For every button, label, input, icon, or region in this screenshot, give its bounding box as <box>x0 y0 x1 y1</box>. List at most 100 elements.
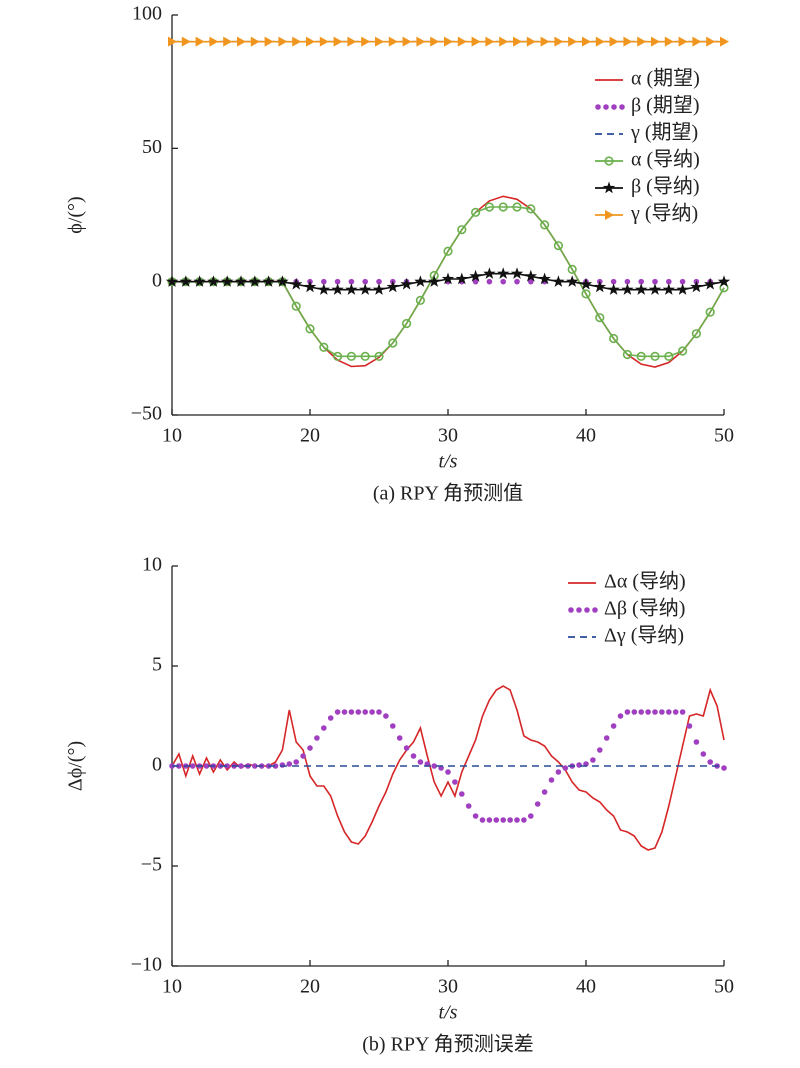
circle-marker <box>581 289 591 299</box>
dot-marker <box>286 761 293 767</box>
circle-marker <box>360 351 370 361</box>
dot-marker <box>693 739 700 745</box>
triangle-marker <box>605 210 614 220</box>
y-axis-label: Δϕ/(°) <box>65 741 87 791</box>
circle-marker <box>319 342 329 352</box>
dot-marker <box>652 709 658 715</box>
dot-marker <box>528 813 534 819</box>
star-marker <box>621 283 634 295</box>
dot-marker <box>507 817 513 823</box>
dot-marker <box>707 759 713 765</box>
triangle-marker <box>457 36 467 47</box>
x-tick-label: 50 <box>714 976 734 998</box>
dot-marker <box>500 817 507 823</box>
dot-marker <box>224 763 230 769</box>
caption: (b) RPY 角预测误差 <box>362 1033 533 1056</box>
dot-marker <box>279 762 286 768</box>
star-marker <box>676 283 689 295</box>
y-tick-label: −5 <box>141 854 162 876</box>
star-marker <box>165 275 179 287</box>
dot-marker <box>555 769 562 775</box>
dot-marker <box>293 759 300 765</box>
legend-label: β (导纳) <box>631 175 700 198</box>
dot-marker <box>334 709 341 715</box>
star-marker <box>386 280 399 293</box>
circle-marker <box>291 301 301 311</box>
dot-marker <box>493 817 500 823</box>
dot-marker <box>521 817 527 823</box>
star-marker <box>317 283 330 295</box>
star-marker <box>648 283 662 295</box>
dot-marker <box>611 104 617 110</box>
triangle-marker <box>651 36 660 47</box>
star-marker <box>207 275 220 287</box>
star-marker <box>690 280 703 293</box>
legend-label: Δα (导纳) <box>604 570 686 593</box>
dot-marker <box>272 763 279 769</box>
dot-marker <box>631 709 638 715</box>
triangle-marker <box>485 36 495 47</box>
triangle-marker <box>706 36 716 47</box>
star-marker <box>345 283 358 295</box>
star-marker <box>400 277 413 290</box>
x-axis-label: t/s <box>439 1002 458 1024</box>
triangle-marker <box>292 36 302 47</box>
dot-marker <box>603 735 610 741</box>
circle-marker <box>457 225 467 235</box>
triangle-marker <box>237 36 246 47</box>
dot-marker <box>624 709 631 715</box>
dot-marker <box>700 751 707 757</box>
star-marker <box>524 269 537 282</box>
legend-label: γ (导纳) <box>630 202 698 225</box>
circle-marker <box>608 333 619 344</box>
star-marker <box>497 267 510 279</box>
dot-marker <box>472 278 479 285</box>
triangle-marker <box>168 36 177 47</box>
triangle-marker <box>526 36 536 47</box>
caption: (a) RPY 角预测值 <box>373 482 523 505</box>
circle-marker <box>526 204 536 214</box>
star-marker <box>262 275 275 287</box>
y-tick-label: −10 <box>131 954 162 976</box>
star-marker <box>372 283 386 295</box>
legend-label: α (期望) <box>631 67 700 90</box>
x-tick-label: 20 <box>300 976 320 998</box>
dot-marker <box>619 104 625 110</box>
dot-marker <box>534 801 541 807</box>
triangle-marker <box>347 36 357 47</box>
circle-marker <box>595 313 605 323</box>
y-tick-label: 0 <box>152 754 162 776</box>
y-axis-label: ϕ/(°) <box>65 196 87 233</box>
dot-marker <box>362 278 369 285</box>
x-axis-label: t/s <box>439 451 458 473</box>
dot-marker <box>390 723 396 729</box>
dot-marker <box>592 607 598 613</box>
triangle-marker <box>582 36 591 47</box>
star-marker <box>303 280 317 293</box>
circle-marker <box>333 351 343 361</box>
star-marker <box>483 267 496 279</box>
y-tick-label: 10 <box>142 554 162 576</box>
star-marker <box>552 275 565 287</box>
triangle-marker <box>623 36 633 47</box>
triangle-marker <box>637 36 647 47</box>
circle-marker <box>604 156 614 166</box>
triangle-marker <box>540 36 550 47</box>
star-marker <box>704 277 717 290</box>
triangle-marker <box>554 36 564 47</box>
circle-marker <box>402 318 412 329</box>
dot-marker <box>383 713 389 719</box>
dot-marker <box>189 763 196 769</box>
circle-marker <box>498 202 508 212</box>
triangle-marker <box>361 36 371 47</box>
dot-marker <box>348 709 355 715</box>
star-marker <box>359 283 372 295</box>
triangle-marker <box>499 36 509 47</box>
star-marker <box>579 277 593 290</box>
star-marker <box>593 280 606 293</box>
dot-marker <box>597 747 603 753</box>
circle-marker <box>677 346 688 356</box>
star-marker <box>662 283 675 295</box>
dot-marker <box>617 713 624 719</box>
legend-label: α (导纳) <box>631 148 700 171</box>
